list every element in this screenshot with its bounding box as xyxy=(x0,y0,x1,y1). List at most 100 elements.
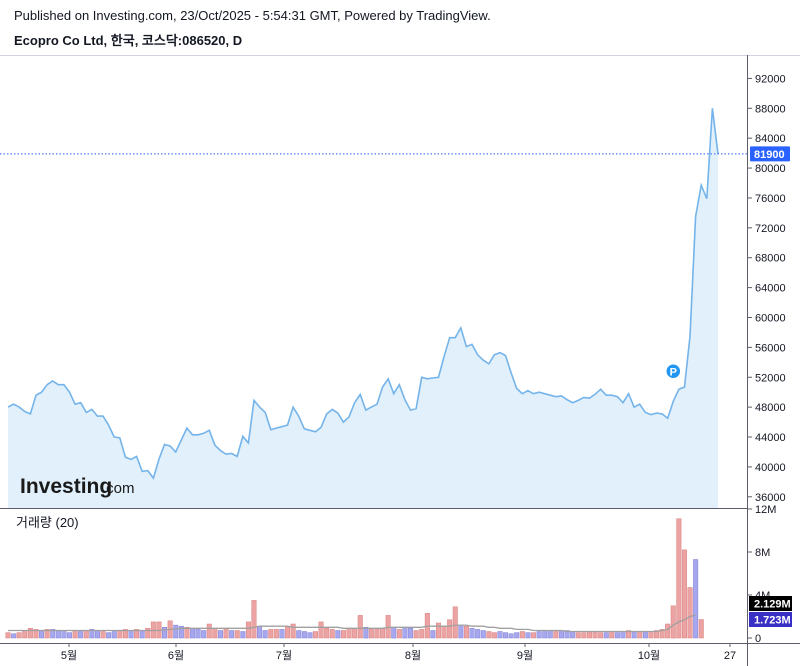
volume-bar xyxy=(558,630,564,639)
price-tick-label: 72000 xyxy=(755,223,786,235)
volume-bar xyxy=(586,631,592,639)
volume-bar xyxy=(368,629,374,639)
volume-bar xyxy=(262,630,268,639)
volume-bar xyxy=(486,631,492,639)
volume-bar xyxy=(391,627,397,639)
volume-bar xyxy=(55,630,61,639)
price-line xyxy=(7,108,719,480)
volume-bar xyxy=(648,631,654,639)
volume-bar xyxy=(201,630,207,639)
time-tick-label: 7월 xyxy=(276,649,292,662)
price-axis: 36000 40000 44000 48000 52000 56000 60000 64000… xyxy=(748,73,786,504)
time-tick-label: 8월 xyxy=(405,649,421,662)
volume-bar xyxy=(687,587,693,639)
published-note: Published on Investing.com, 23/Oct/2025 … xyxy=(14,8,491,23)
volume-bar xyxy=(631,631,637,639)
volume-bar xyxy=(396,629,402,639)
volume-tick-label: 0 xyxy=(755,633,761,645)
volume-bar xyxy=(50,629,56,639)
price-tick-label: 52000 xyxy=(755,372,786,384)
volume-bar xyxy=(268,629,274,639)
volume-bar xyxy=(519,631,525,639)
volume-bar xyxy=(318,621,324,639)
volume-bar xyxy=(117,630,123,639)
volume-bar xyxy=(441,625,447,639)
volume-pane-title: 거래량 (20) xyxy=(16,515,79,530)
volume-bar xyxy=(536,631,542,639)
volume-bar xyxy=(380,628,386,639)
volume-bar xyxy=(458,624,464,639)
volume-bar xyxy=(296,630,302,639)
volume-bar xyxy=(240,631,246,639)
last-price-value: 81900 xyxy=(754,149,785,161)
volume-ma-badge: 2.129M xyxy=(749,596,792,611)
volume-bar xyxy=(251,600,257,639)
time-tick-label: 10월 xyxy=(638,649,660,662)
volume-bar xyxy=(307,632,313,639)
price-tick-label: 68000 xyxy=(755,253,786,265)
volume-bar xyxy=(128,630,134,639)
time-tick-label: 5월 xyxy=(61,649,77,662)
volume-bar xyxy=(290,623,296,639)
volume-bar xyxy=(413,630,419,639)
volume-last-value: 1.723M xyxy=(754,615,791,627)
time-tick-label: 9월 xyxy=(517,649,533,662)
volume-bar xyxy=(670,605,676,639)
marker-label: P xyxy=(670,366,677,378)
volume-ma-value: 2.129M xyxy=(754,599,791,611)
volume-bar xyxy=(111,631,117,639)
volume-bar xyxy=(346,628,352,639)
volume-bar xyxy=(564,630,570,639)
volume-bar xyxy=(89,629,95,639)
volume-bar xyxy=(139,630,145,639)
volume-bar xyxy=(374,629,380,639)
price-tick-label: 56000 xyxy=(755,342,786,354)
volume-bar xyxy=(329,629,335,639)
volume-bar xyxy=(435,622,441,639)
volume-bar xyxy=(603,632,609,639)
volume-bar xyxy=(620,631,626,639)
price-tick-label: 44000 xyxy=(755,432,786,444)
volume-bar xyxy=(681,549,687,639)
volume-bar xyxy=(469,628,475,639)
volume-bar xyxy=(39,630,45,639)
volume-bar xyxy=(173,624,179,639)
volume-bar xyxy=(430,630,436,639)
volume-bar xyxy=(497,631,503,639)
volume-bar xyxy=(693,559,699,639)
volume-bar xyxy=(273,629,279,639)
price-tick-label: 48000 xyxy=(755,402,786,414)
volume-bar xyxy=(531,632,537,639)
volume-bar xyxy=(279,629,285,639)
volume-bar xyxy=(229,630,235,639)
logo-brand: Investing xyxy=(20,475,112,498)
volume-bar xyxy=(257,625,263,639)
volume-bar xyxy=(72,630,78,639)
volume-bar xyxy=(122,629,128,639)
price-tick-label: 92000 xyxy=(755,73,786,85)
volume-bar xyxy=(553,630,559,639)
volume-bar xyxy=(83,630,89,639)
volume-bar xyxy=(217,630,223,639)
volume-bar xyxy=(16,632,22,639)
volume-bar xyxy=(335,630,341,639)
volume-bar xyxy=(665,623,671,639)
logo-domain: .com xyxy=(102,480,135,497)
volume-bar xyxy=(324,628,330,639)
price-tick-label: 84000 xyxy=(755,133,786,145)
price-area-fill xyxy=(8,108,718,509)
price-tick-label: 88000 xyxy=(755,103,786,115)
volume-bar xyxy=(452,606,458,639)
volume-bar xyxy=(542,631,548,639)
volume-bar xyxy=(61,631,67,639)
volume-bar xyxy=(575,632,581,639)
price-tick-label: 36000 xyxy=(755,492,786,504)
volume-bar xyxy=(659,629,665,639)
volume-bar xyxy=(27,628,33,639)
volume-bar xyxy=(637,631,643,639)
p-marker[interactable]: P xyxy=(665,363,682,380)
time-tick-label: 27 xyxy=(724,650,736,662)
volume-bar xyxy=(11,633,17,639)
time-tick-label: 6월 xyxy=(168,649,184,662)
